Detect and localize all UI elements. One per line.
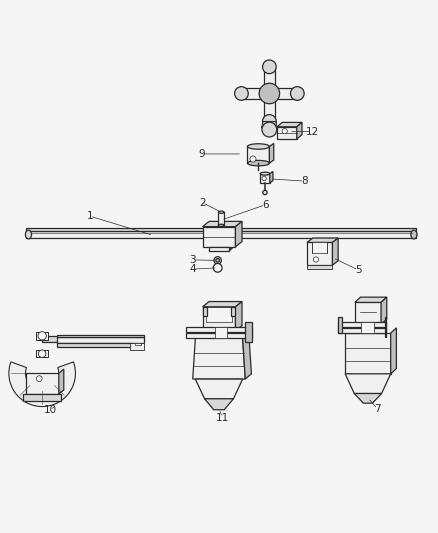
Circle shape — [38, 332, 46, 340]
Ellipse shape — [218, 211, 224, 213]
Circle shape — [262, 122, 277, 137]
Polygon shape — [186, 333, 252, 338]
Ellipse shape — [247, 160, 269, 166]
Circle shape — [213, 263, 222, 272]
Polygon shape — [338, 317, 342, 333]
Ellipse shape — [411, 230, 417, 239]
Polygon shape — [345, 374, 391, 393]
Circle shape — [262, 115, 276, 128]
Polygon shape — [202, 221, 242, 227]
Polygon shape — [215, 327, 227, 338]
Polygon shape — [24, 394, 61, 401]
Circle shape — [282, 128, 287, 134]
Circle shape — [262, 60, 276, 74]
Polygon shape — [381, 297, 387, 324]
Text: 9: 9 — [198, 149, 205, 159]
Circle shape — [262, 176, 266, 181]
Polygon shape — [241, 88, 297, 99]
Polygon shape — [59, 369, 64, 394]
Polygon shape — [202, 302, 242, 307]
Polygon shape — [261, 122, 277, 128]
Polygon shape — [25, 373, 59, 394]
Text: 1: 1 — [86, 211, 93, 221]
Polygon shape — [338, 322, 386, 327]
Polygon shape — [338, 328, 386, 333]
Polygon shape — [270, 172, 273, 183]
Polygon shape — [186, 327, 252, 332]
Polygon shape — [264, 67, 275, 122]
Circle shape — [290, 87, 304, 100]
Polygon shape — [195, 379, 243, 399]
Circle shape — [39, 350, 46, 358]
Polygon shape — [269, 143, 274, 163]
Polygon shape — [345, 333, 391, 374]
Polygon shape — [236, 221, 242, 247]
Polygon shape — [355, 302, 381, 324]
Text: 4: 4 — [189, 264, 196, 274]
Polygon shape — [209, 248, 232, 251]
Polygon shape — [332, 238, 338, 265]
Circle shape — [263, 190, 267, 195]
Ellipse shape — [218, 224, 224, 227]
Polygon shape — [243, 333, 251, 379]
Text: 12: 12 — [306, 127, 319, 136]
Polygon shape — [130, 343, 144, 350]
Bar — [307, 243, 332, 265]
Circle shape — [216, 259, 219, 262]
Text: 7: 7 — [374, 404, 381, 414]
Ellipse shape — [25, 230, 32, 239]
Text: 5: 5 — [355, 265, 362, 275]
Polygon shape — [193, 338, 245, 379]
Ellipse shape — [247, 144, 269, 149]
Text: 2: 2 — [199, 198, 206, 207]
Text: 11: 11 — [216, 413, 229, 423]
Polygon shape — [385, 317, 386, 336]
Text: 10: 10 — [44, 405, 57, 415]
Text: 3: 3 — [189, 255, 196, 265]
Circle shape — [235, 87, 248, 100]
Polygon shape — [391, 328, 396, 374]
Polygon shape — [231, 307, 236, 316]
Polygon shape — [206, 307, 232, 322]
Polygon shape — [202, 307, 236, 331]
Bar — [26, 231, 416, 238]
Polygon shape — [209, 247, 229, 251]
Polygon shape — [36, 332, 48, 340]
Bar — [218, 212, 224, 225]
Polygon shape — [135, 343, 141, 345]
Polygon shape — [57, 335, 144, 337]
Polygon shape — [36, 350, 48, 357]
Polygon shape — [355, 297, 387, 302]
Circle shape — [250, 156, 256, 162]
Polygon shape — [260, 174, 270, 183]
Circle shape — [36, 376, 42, 382]
Polygon shape — [202, 307, 207, 316]
Polygon shape — [307, 265, 332, 269]
Polygon shape — [26, 229, 416, 231]
Polygon shape — [57, 337, 144, 343]
Polygon shape — [277, 123, 302, 127]
Text: 6: 6 — [262, 200, 269, 210]
Wedge shape — [9, 362, 75, 407]
Polygon shape — [236, 302, 242, 331]
Polygon shape — [247, 147, 269, 163]
Polygon shape — [57, 343, 131, 347]
Polygon shape — [307, 238, 338, 243]
Polygon shape — [277, 127, 297, 139]
Polygon shape — [297, 123, 302, 139]
Ellipse shape — [260, 172, 270, 175]
Circle shape — [214, 257, 221, 264]
Circle shape — [259, 83, 279, 104]
Circle shape — [313, 257, 318, 262]
Polygon shape — [354, 393, 381, 403]
Polygon shape — [205, 399, 233, 410]
Bar — [202, 227, 236, 247]
Polygon shape — [312, 243, 327, 253]
Polygon shape — [361, 322, 374, 333]
Text: 8: 8 — [301, 176, 308, 186]
Polygon shape — [42, 336, 59, 342]
Polygon shape — [245, 322, 252, 342]
